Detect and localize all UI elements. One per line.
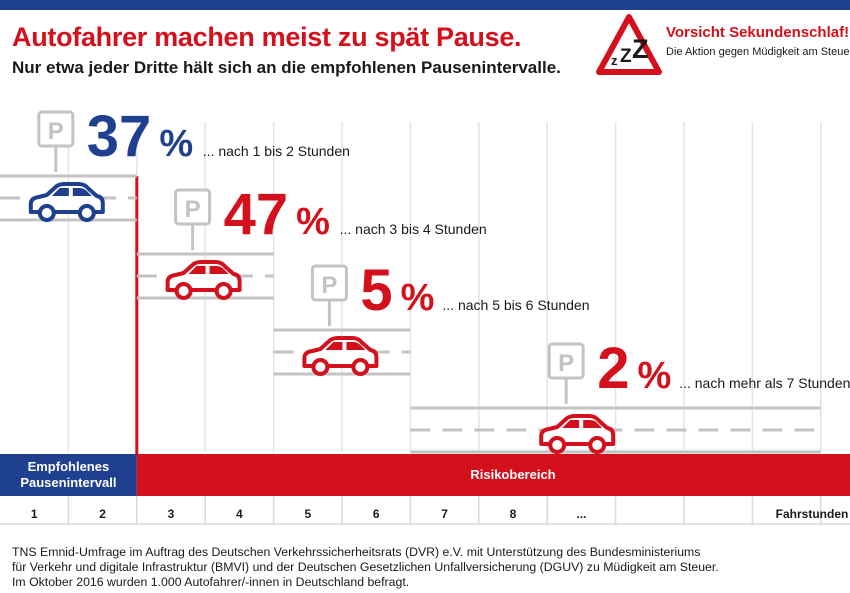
axis-layer: 1 2 3 4 5 6 7 8... Fahrstunden: [0, 496, 850, 525]
campaign-title: Vorsicht Sekundenschlaf!: [666, 24, 850, 41]
x-tick-label: 4: [236, 507, 243, 521]
parking-sign-label: P: [48, 118, 64, 145]
bar-row: P 2% ... nach mehr als 7 Stunden: [410, 336, 850, 454]
bar-row: P 37% ... nach 1 bis 2 Stunden: [0, 104, 350, 222]
campaign-logo: z Z Z Vorsicht Sekundenschlaf! Die Aktio…: [596, 14, 850, 76]
bar-row: P 5% ... nach 5 bis 6 Stunden: [273, 258, 590, 376]
band-label: Empfohlenes: [28, 459, 110, 474]
value-label: 2%: [597, 336, 671, 401]
page-title: Autofahrer machen meist zu spät Pause.: [12, 22, 522, 52]
category-label: ... nach 3 bis 4 Stunden: [340, 221, 487, 237]
zzz-warning-triangle-icon: z Z Z: [596, 14, 662, 75]
parking-sign-icon: P: [37, 110, 75, 172]
value-label: 37%: [87, 104, 193, 169]
svg-text:z: z: [611, 53, 618, 68]
parking-sign-icon: P: [310, 264, 348, 326]
band-label: Risikobereich: [470, 467, 555, 482]
campaign-subtitle: Die Aktion gegen Müdigkeit am Steuer.: [666, 46, 850, 58]
value-label: 5%: [360, 258, 434, 323]
car-icon: [302, 336, 379, 376]
top-accent-bar: [0, 0, 850, 10]
band-bar: [0, 454, 137, 496]
page-subtitle: Nur etwa jeder Dritte hält sich an die e…: [12, 58, 561, 77]
x-tick-label: 6: [373, 507, 380, 521]
category-label: ... nach 1 bis 2 Stunden: [203, 143, 350, 159]
car-icon: [165, 260, 242, 300]
parking-sign-label: P: [558, 350, 574, 377]
survey-footnote: TNS Emnid-Umfrage im Auftrag des Deutsch…: [12, 545, 842, 590]
x-tick-label: 8: [510, 507, 517, 521]
footnote-line: Im Oktober 2016 wurden 1.000 Autofahrer/…: [12, 575, 410, 589]
svg-text:Z: Z: [632, 34, 649, 64]
x-tick-label: ...: [576, 507, 586, 521]
parking-sign-label: P: [321, 272, 337, 299]
footnote-line: für Verkehr und digitale Infrastruktur (…: [12, 560, 719, 574]
x-tick-label: 7: [441, 507, 448, 521]
band-bar: [136, 454, 850, 496]
svg-text:Z: Z: [620, 46, 632, 67]
x-tick-label: 3: [168, 507, 175, 521]
pause-interval-chart: EmpfohlenesPausenintervallRisikobereich …: [0, 104, 850, 525]
x-axis-label: Fahrstunden: [776, 507, 849, 521]
category-label: ... nach 5 bis 6 Stunden: [442, 297, 589, 313]
bar-row: P 47% ... nach 3 bis 4 Stunden: [136, 182, 487, 300]
car-icon: [28, 182, 105, 222]
footnote-line: TNS Emnid-Umfrage im Auftrag des Deutsch…: [12, 545, 701, 559]
parking-sign-label: P: [185, 196, 201, 223]
parking-sign-icon: P: [174, 188, 212, 250]
x-tick-label: 2: [99, 507, 106, 521]
value-label: 47%: [224, 182, 330, 247]
x-tick-label: 1: [31, 507, 38, 521]
x-tick-label: 5: [304, 507, 311, 521]
bars-layer: P 37% ... nach 1 bis 2 Stunden P 47% ... nach…: [0, 104, 850, 454]
parking-sign-icon: P: [547, 342, 585, 404]
car-icon: [539, 414, 616, 454]
band-label: Pausenintervall: [20, 475, 116, 490]
category-label: ... nach mehr als 7 Stunden: [679, 375, 850, 391]
